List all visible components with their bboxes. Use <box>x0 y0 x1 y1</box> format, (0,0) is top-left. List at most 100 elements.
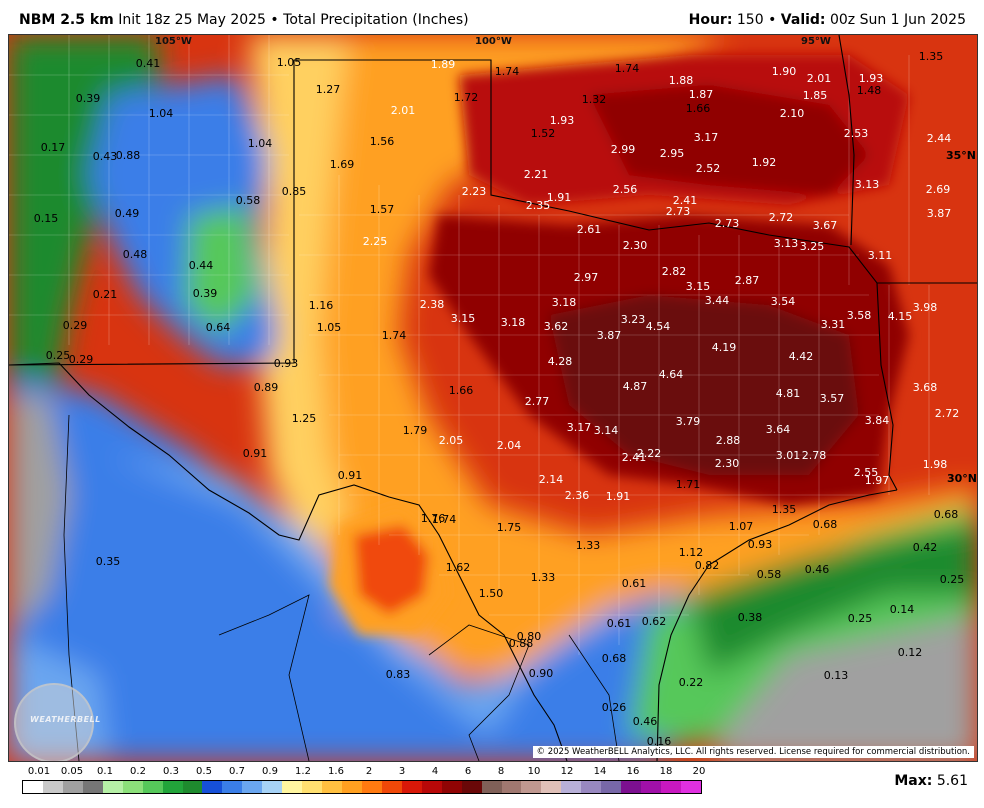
precip-value: 2.61 <box>577 223 602 236</box>
precip-value: 1.04 <box>149 107 174 120</box>
precip-value: 3.17 <box>694 131 719 144</box>
precip-value: 1.90 <box>772 65 797 78</box>
precip-value: 2.88 <box>716 434 741 447</box>
precip-value: 2.52 <box>696 162 721 175</box>
legend-tick: 12 <box>560 766 574 777</box>
legend-tick: 6 <box>464 766 472 777</box>
max-label: Max <box>894 773 927 789</box>
precip-value: 3.23 <box>621 313 646 326</box>
watermark-text: WEATHERBELL <box>30 715 101 724</box>
legend-swatch <box>521 781 542 793</box>
latitude-label: 30°N <box>947 472 977 485</box>
precip-value: 4.28 <box>548 355 573 368</box>
precip-value: 3.18 <box>552 296 577 309</box>
map-canvas: 105°W 100°W 95°W 0.41 1.05 1.89 1.74 1.74 1.8… <box>9 35 977 761</box>
precip-value: 0.17 <box>41 141 66 154</box>
precip-value: 2.73 <box>715 217 740 230</box>
precip-value: 0.38 <box>738 611 763 624</box>
legend-tick: 3 <box>398 766 406 777</box>
precip-value: 1.92 <box>752 156 777 169</box>
precip-value: 0.25 <box>46 349 71 362</box>
header-left: NBM 2.5 km Init 18z 25 May 2025 • Total … <box>19 12 469 28</box>
precip-value: 2.04 <box>497 439 522 452</box>
precip-value: 0.14 <box>890 603 915 616</box>
precip-value: 4.42 <box>789 350 814 363</box>
precip-value: 1.76 <box>421 512 446 525</box>
legend-tick: 0.9 <box>262 766 278 777</box>
precip-value: 0.46 <box>805 563 830 576</box>
precip-value: 4.64 <box>659 368 684 381</box>
precip-value: 3.18 <box>501 316 526 329</box>
precip-shading <box>9 35 977 761</box>
legend-color-bar <box>22 780 702 794</box>
longitude-label: 100°W <box>475 36 512 47</box>
legend-tick: 0.05 <box>60 766 84 777</box>
precip-value: 3.44 <box>705 294 730 307</box>
precip-value: 0.48 <box>123 248 148 261</box>
precip-value: 4.15 <box>888 310 913 323</box>
precip-value: 1.75 <box>497 521 522 534</box>
precip-value: 1.35 <box>772 503 797 516</box>
precip-value: 0.91 <box>243 447 268 460</box>
legend-tick-labels: 0.01 0.05 0.1 0.2 0.3 0.5 0.7 0.9 1.2 1.6 2 3 4 6 8 10 1… <box>22 766 706 780</box>
precip-value: 0.46 <box>633 715 658 728</box>
precip-value: 1.27 <box>316 83 341 96</box>
precip-value: 3.13 <box>774 237 799 250</box>
legend-swatch <box>461 781 482 793</box>
precip-value: 2.22 <box>637 447 662 460</box>
precip-value: 1.93 <box>859 72 884 85</box>
precip-value: 2.87 <box>735 274 760 287</box>
legend-swatch <box>541 781 562 793</box>
legend-swatch <box>561 781 582 793</box>
precip-value: 2.78 <box>802 449 827 462</box>
legend-tick: 4 <box>431 766 439 777</box>
legend-swatch <box>282 781 303 793</box>
precip-value: 1.35 <box>919 50 944 63</box>
precip-value: 2.10 <box>780 107 805 120</box>
precip-value: 0.61 <box>622 577 647 590</box>
precip-value: 0.68 <box>934 508 959 521</box>
legend-swatch <box>202 781 223 793</box>
precip-value: 1.50 <box>479 587 504 600</box>
legend-tick: 10 <box>527 766 541 777</box>
max-readout: Max: 5.61 <box>894 773 968 789</box>
precip-value: 2.72 <box>935 407 960 420</box>
precip-value: 0.85 <box>282 185 307 198</box>
map-header: NBM 2.5 km Init 18z 25 May 2025 • Total … <box>0 0 984 34</box>
precip-value: 4.81 <box>776 387 801 400</box>
legend-swatch <box>481 781 502 793</box>
precip-value: 2.01 <box>807 72 832 85</box>
precip-value: 1.85 <box>803 89 828 102</box>
precip-value: 0.16 <box>647 735 672 748</box>
precip-value: 0.93 <box>274 357 299 370</box>
state-borders <box>9 35 977 761</box>
precip-value: 3.84 <box>865 414 890 427</box>
precip-value: 0.39 <box>76 92 101 105</box>
precip-value: 0.12 <box>898 646 923 659</box>
precip-value: 2.30 <box>623 239 648 252</box>
legend-swatch <box>361 781 382 793</box>
legend-swatch <box>421 781 442 793</box>
precip-value: 1.69 <box>330 158 355 171</box>
precip-value: 3.31 <box>821 318 846 331</box>
legend-swatch <box>342 781 362 793</box>
precip-value: 4.19 <box>712 341 737 354</box>
legend-swatch <box>322 781 342 793</box>
precip-value: 0.35 <box>96 555 121 568</box>
precip-value: 3.11 <box>868 249 893 262</box>
precip-value: 0.88 <box>509 637 534 650</box>
precip-value: 2.69 <box>926 183 951 196</box>
precip-value: 0.61 <box>607 617 632 630</box>
precip-value: 0.25 <box>848 612 873 625</box>
precip-value: 1.88 <box>669 74 694 87</box>
precip-value: 3.17 <box>567 421 592 434</box>
precip-value: 2.21 <box>524 168 549 181</box>
precip-value: 2.01 <box>391 104 416 117</box>
precip-value: 3.87 <box>927 207 952 220</box>
precip-value: 1.72 <box>454 91 479 104</box>
legend-swatch <box>142 781 163 793</box>
precip-value: 2.95 <box>660 147 685 160</box>
legend-swatch <box>23 781 43 793</box>
legend-swatch <box>501 781 522 793</box>
precip-value: 1.66 <box>686 102 711 115</box>
